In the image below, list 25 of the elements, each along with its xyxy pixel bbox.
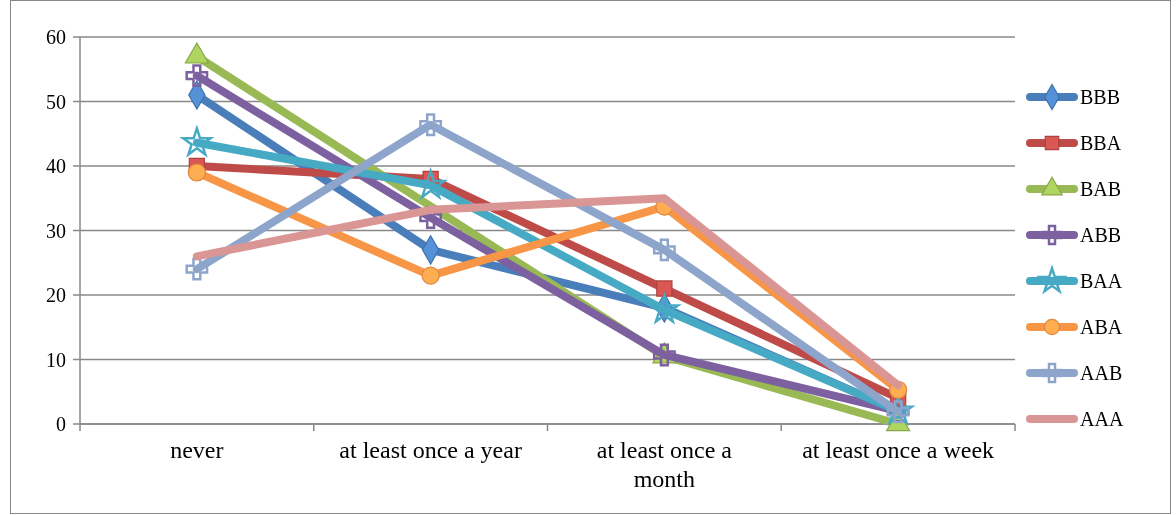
y-tick-label: 50: [46, 90, 66, 113]
x-tick-label: at least once a month: [596, 437, 733, 492]
y-tick-label: 20: [46, 284, 66, 306]
x-tick-label: never: [170, 437, 224, 463]
point: [652, 238, 676, 262]
point: [185, 64, 209, 88]
point: [187, 163, 207, 182]
legend-label: BAB: [1080, 178, 1122, 200]
y-tick-label: 30: [46, 219, 66, 242]
legend-label: BAA: [1080, 270, 1123, 292]
point: [185, 257, 209, 281]
y-tick-label: 40: [46, 155, 66, 177]
legend-label: AAA: [1080, 408, 1124, 430]
x-tick-label: at least once a year: [339, 437, 522, 463]
legend-label: BBA: [1080, 132, 1122, 154]
y-tick-label: 60: [46, 26, 66, 48]
legend-label: AAB: [1080, 362, 1123, 384]
y-tick-label: 10: [46, 348, 66, 371]
x-tick-label: at least once a week: [802, 437, 995, 463]
legend-label: ABA: [1080, 316, 1123, 338]
point: [421, 266, 440, 285]
legend-label: BBB: [1080, 86, 1121, 108]
y-tick-label: 0: [56, 413, 66, 435]
point: [419, 113, 443, 137]
legend-label: ABB: [1080, 224, 1122, 246]
